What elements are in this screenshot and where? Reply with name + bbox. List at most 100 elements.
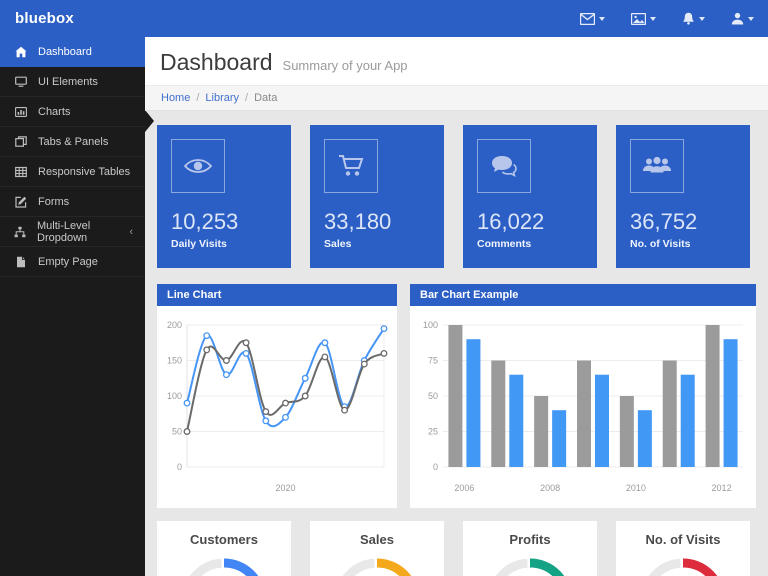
caret-down-icon xyxy=(650,16,656,21)
file-icon xyxy=(14,256,27,268)
svg-text:75: 75 xyxy=(428,356,438,366)
sidebar-item-ui-elements[interactable]: UI Elements xyxy=(0,67,145,97)
gallery-menu[interactable] xyxy=(631,12,656,25)
users-icon xyxy=(630,139,684,193)
stat-value: 33,180 xyxy=(324,209,392,234)
eye-icon xyxy=(171,139,225,193)
line-chart: 0 50 100 150 200 2020 xyxy=(157,306,397,512)
stat-card-no-of-visits[interactable]: 36,752 No. of Visits xyxy=(616,125,750,268)
messages-menu[interactable] xyxy=(580,12,605,25)
sales-donut-chart xyxy=(310,553,444,576)
svg-text:100: 100 xyxy=(167,391,182,401)
sidebar-item-label: Multi-Level Dropdown xyxy=(37,219,91,244)
svg-text:2010: 2010 xyxy=(626,483,646,493)
bar-chart-panel: Bar Chart Example 0 25 50 75 100 2006 2008 2010… xyxy=(410,284,756,508)
sidebar-item-empty-page[interactable]: Empty Page xyxy=(0,247,145,277)
breadcrumb-separator: / xyxy=(245,92,249,104)
donuts-row: Customers Sales Profits No. of Visits xyxy=(157,521,756,576)
sidebar-nav: Dashboard UI Elements Charts Tabs & Pane… xyxy=(0,37,145,576)
donut-title: Profits xyxy=(509,532,551,547)
donut-card-profits: Profits xyxy=(463,521,597,576)
user-icon xyxy=(731,12,744,25)
bar-chart-panel-title: Bar Chart Example xyxy=(410,284,756,306)
donut-card-sales: Sales xyxy=(310,521,444,576)
sidebar-item-responsive-tables[interactable]: Responsive Tables xyxy=(0,157,145,187)
charts-row: Line Chart 0 50 100 150 200 2020 Bar Chart Ex… xyxy=(157,284,756,508)
donut-title: Sales xyxy=(360,532,394,547)
customers-donut-chart xyxy=(157,553,291,576)
stat-card-sales[interactable]: 33,180 Sales xyxy=(310,125,444,268)
svg-text:150: 150 xyxy=(167,356,182,366)
donut-card-customers: Customers xyxy=(157,521,291,576)
notifications-menu[interactable] xyxy=(682,12,705,25)
image-icon xyxy=(631,12,646,25)
line-chart-panel-title: Line Chart xyxy=(157,284,397,306)
sidebar-item-multi-level-dropdown[interactable]: Multi-Level Dropdown ‹ xyxy=(0,217,145,247)
top-navbar: bluebox xyxy=(0,0,768,37)
sitemap-icon xyxy=(14,226,26,238)
svg-text:200: 200 xyxy=(167,320,182,330)
breadcrumb: Home / Library / Data xyxy=(145,85,768,111)
breadcrumb-home-link[interactable]: Home xyxy=(161,92,191,104)
sidebar-item-forms[interactable]: Forms xyxy=(0,187,145,217)
panels-icon xyxy=(14,135,27,148)
caret-down-icon xyxy=(599,16,605,21)
sidebar-item-label: Empty Page xyxy=(38,255,98,268)
sidebar-item-tabs-panels[interactable]: Tabs & Panels xyxy=(0,127,145,157)
svg-text:25: 25 xyxy=(428,427,438,437)
desktop-icon xyxy=(14,76,27,88)
svg-text:0: 0 xyxy=(433,462,438,472)
sidebar-item-label: Dashboard xyxy=(38,45,92,58)
sidebar-pointer-arrow xyxy=(145,110,154,132)
caret-down-icon xyxy=(748,16,754,21)
svg-text:0: 0 xyxy=(177,462,182,472)
stat-card-comments[interactable]: 16,022 Comments xyxy=(463,125,597,268)
page-title: Dashboard xyxy=(160,49,273,75)
stat-label: Sales xyxy=(324,238,352,250)
bar-chart: 0 25 50 75 100 2006 2008 2010 2012 xyxy=(410,306,756,512)
navbar-menus xyxy=(580,12,768,25)
breadcrumb-current: Data xyxy=(254,92,278,104)
svg-text:2012: 2012 xyxy=(712,483,732,493)
table-icon xyxy=(14,166,27,178)
donut-title: No. of Visits xyxy=(645,532,721,547)
stat-value: 36,752 xyxy=(630,209,698,234)
stat-value: 10,253 xyxy=(171,209,239,234)
sidebar-item-label: Charts xyxy=(38,105,71,118)
svg-text:2020: 2020 xyxy=(275,483,295,493)
donut-card-no-of-visits: No. of Visits xyxy=(616,521,750,576)
profile-menu[interactable] xyxy=(731,12,754,25)
chevron-left-icon: ‹ xyxy=(129,225,133,238)
cart-icon xyxy=(324,139,378,193)
sidebar-item-charts[interactable]: Charts xyxy=(0,97,145,127)
donut-title: Customers xyxy=(190,532,258,547)
bell-icon xyxy=(682,12,695,25)
caret-down-icon xyxy=(699,16,705,21)
chart-icon xyxy=(14,106,27,118)
stat-value: 16,022 xyxy=(477,209,545,234)
stat-card-daily-visits[interactable]: 10,253 Daily Visits xyxy=(157,125,291,268)
brand-logo[interactable]: bluebox xyxy=(15,10,74,27)
no-of-visits-donut-chart xyxy=(616,553,750,576)
breadcrumb-separator: / xyxy=(196,92,200,104)
page-header: Dashboard Summary of your App xyxy=(145,37,768,85)
sidebar-item-label: Tabs & Panels xyxy=(38,135,109,148)
svg-text:2006: 2006 xyxy=(454,483,474,493)
stats-row: 10,253 Daily Visits 33,180 Sales 16,022 … xyxy=(157,125,756,268)
comments-icon xyxy=(477,139,531,193)
svg-text:2008: 2008 xyxy=(540,483,560,493)
sidebar-item-dashboard[interactable]: Dashboard xyxy=(0,37,145,67)
main-content: Dashboard Summary of your App Home / Lib… xyxy=(145,37,768,576)
line-chart-panel: Line Chart 0 50 100 150 200 2020 xyxy=(157,284,397,508)
pencil-square-icon xyxy=(14,196,27,208)
breadcrumb-library-link[interactable]: Library xyxy=(205,92,240,104)
sidebar-item-label: Responsive Tables xyxy=(38,165,131,178)
stat-label: Comments xyxy=(477,238,532,250)
profits-donut-chart xyxy=(463,553,597,576)
stat-label: No. of Visits xyxy=(630,238,691,250)
content-area: 10,253 Daily Visits 33,180 Sales 16,022 … xyxy=(145,111,768,576)
svg-text:50: 50 xyxy=(172,427,182,437)
home-icon xyxy=(14,46,27,58)
svg-text:100: 100 xyxy=(423,320,438,330)
sidebar-item-label: Forms xyxy=(38,195,70,208)
